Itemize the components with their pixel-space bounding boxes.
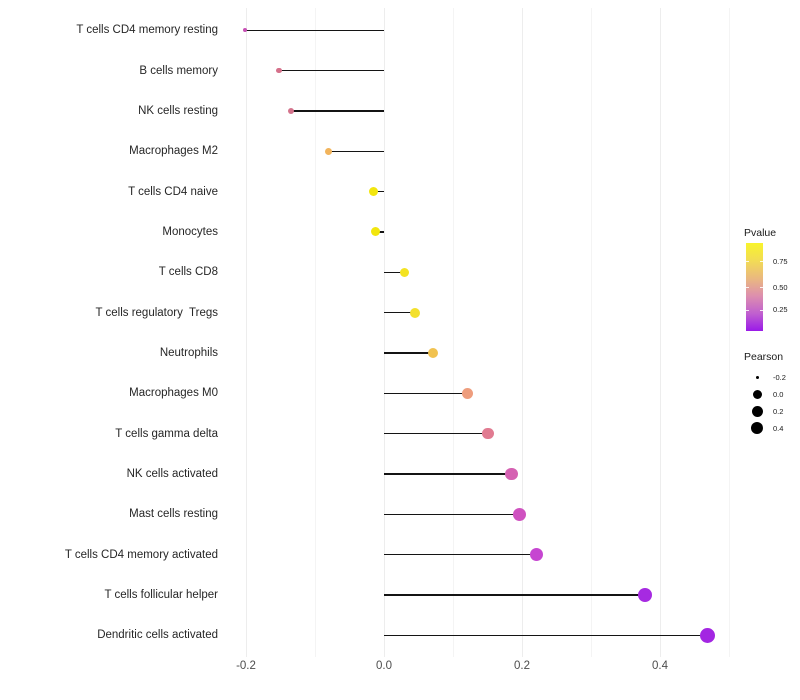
pearson-legend-dot: [751, 405, 763, 417]
lollipop-dot: [287, 107, 294, 114]
lollipop-dot: [699, 627, 716, 644]
pvalue-tick-mark: [760, 261, 763, 263]
lollipop-stick: [384, 554, 537, 556]
lollipop-stick: [384, 433, 489, 435]
row-label: T cells regulatory Tregs: [95, 306, 218, 319]
pvalue-tick-mark: [746, 287, 749, 288]
lollipop-dot: [276, 67, 282, 74]
pearson-legend-dot: [750, 421, 764, 435]
lollipop-dot: [529, 548, 543, 562]
pvalue-tick-mark: [746, 261, 749, 263]
lollipop-stick: [384, 352, 433, 354]
row-label: Dendritic cells activated: [97, 629, 218, 642]
x-gridline: [383, 8, 385, 657]
lollipop-dot: [370, 227, 380, 237]
x-gridline: [452, 8, 454, 657]
lollipop-stick: [384, 392, 468, 395]
lollipop-dot: [505, 467, 518, 481]
lollipop-dot: [243, 28, 248, 33]
row-label: NK cells resting: [138, 104, 218, 117]
pvalue-tick-label: 0.25: [773, 305, 788, 315]
row-label: Macrophages M2: [129, 145, 218, 158]
lollipop-dot: [427, 348, 438, 358]
lollipop-stick: [384, 271, 405, 273]
lollipop-stick: [245, 29, 384, 31]
lollipop-dot: [482, 427, 494, 440]
lollipop-stick: [328, 150, 384, 152]
row-label: Mast cells resting: [129, 508, 218, 521]
pearson-legend-label: 0.0: [773, 389, 784, 399]
lollipop-dot: [325, 147, 333, 155]
pearson-legend-label: 0.4: [773, 423, 784, 433]
lollipop-stick: [384, 311, 416, 314]
row-label: T cells CD4 naive: [128, 185, 218, 198]
pvalue-colorbar: [746, 243, 763, 331]
x-gridline: [659, 8, 661, 657]
lollipop-dot: [637, 587, 653, 603]
pvalue-tick-mark: [746, 309, 749, 311]
x-gridline: [590, 8, 592, 657]
pvalue-tick-mark: [760, 287, 763, 288]
pearson-legend-dot: [752, 389, 762, 399]
lollipop-stick: [373, 190, 384, 193]
pvalue-tick-label: 0.50: [773, 282, 788, 292]
pearson-legend-dot: [755, 376, 759, 379]
x-axis-tick-label: 0.2: [514, 660, 530, 672]
lollipop-stick: [279, 69, 384, 72]
lollipop-dot: [399, 267, 410, 278]
row-label: T cells CD4 memory activated: [64, 548, 218, 561]
row-label: T cells CD8: [158, 266, 218, 279]
lollipop-stick: [290, 110, 384, 112]
pearson-legend-label: 0.2: [773, 406, 784, 416]
lollipop-dot: [410, 307, 421, 318]
pvalue-legend-title: Pvalue: [744, 227, 777, 239]
pvalue-tick-mark: [760, 309, 763, 311]
row-label: Macrophages M0: [129, 387, 218, 400]
pearson-legend-title: Pearson: [744, 351, 784, 363]
pearson-legend-label: -0.2: [773, 373, 786, 382]
x-gridline: [521, 8, 523, 657]
row-label: T cells gamma delta: [115, 427, 218, 440]
lollipop-stick: [384, 473, 512, 475]
lollipop-dot: [461, 387, 473, 399]
row-label: NK cells activated: [126, 468, 218, 481]
pvalue-tick-label: 0.75: [773, 256, 788, 266]
x-axis-tick-label: -0.2: [236, 660, 256, 672]
x-axis-tick-label: 0.4: [652, 660, 668, 672]
row-label: Monocytes: [162, 225, 218, 238]
x-gridline: [245, 8, 247, 657]
lollipop-dot: [369, 187, 379, 197]
lollipop-stick: [384, 513, 520, 516]
lollipop-dot: [512, 507, 526, 521]
row-label: B cells memory: [139, 64, 218, 77]
lollipop-stick: [384, 634, 708, 637]
row-label: T cells CD4 memory resting: [76, 24, 218, 37]
x-gridline: [728, 8, 730, 657]
x-axis-tick-label: 0.0: [376, 660, 392, 672]
row-label: T cells follicular helper: [104, 589, 218, 602]
row-label: Neutrophils: [159, 347, 218, 359]
x-gridline: [314, 8, 316, 657]
lollipop-stick: [384, 594, 645, 596]
